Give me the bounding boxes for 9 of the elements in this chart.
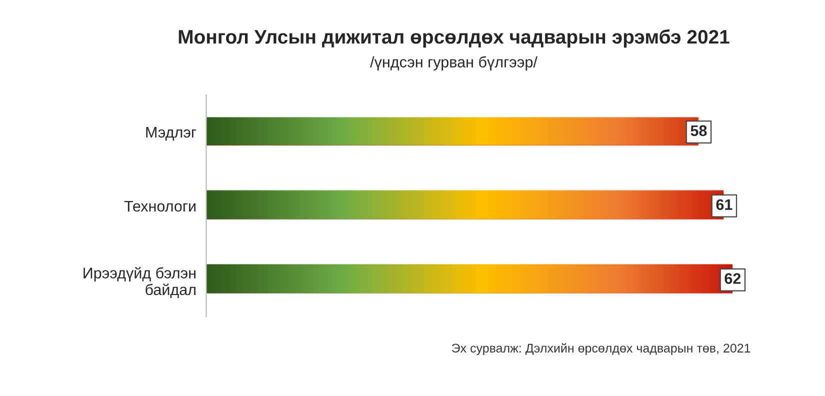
data-label: 62: [724, 273, 741, 284]
chart-subtitle: /үндсэн гурван бүлгээр/: [370, 56, 538, 70]
y-tick-label: Технологи: [124, 200, 196, 212]
data-label: 58: [690, 125, 707, 136]
y-tick-label: Мэдлэг: [146, 127, 196, 141]
text: Эх сурвалж: Дэлхийн өрсөлдөх чадварын төв, 2021: [452, 343, 750, 356]
chart-title: Монгол Улсын дижитал өрсөлдөх чадварын эрэмбэ 2021: [178, 29, 730, 48]
y-tick-label: Ирээдүйд бэлэн байдал: [84, 266, 196, 298]
data-label: 61: [716, 199, 732, 210]
